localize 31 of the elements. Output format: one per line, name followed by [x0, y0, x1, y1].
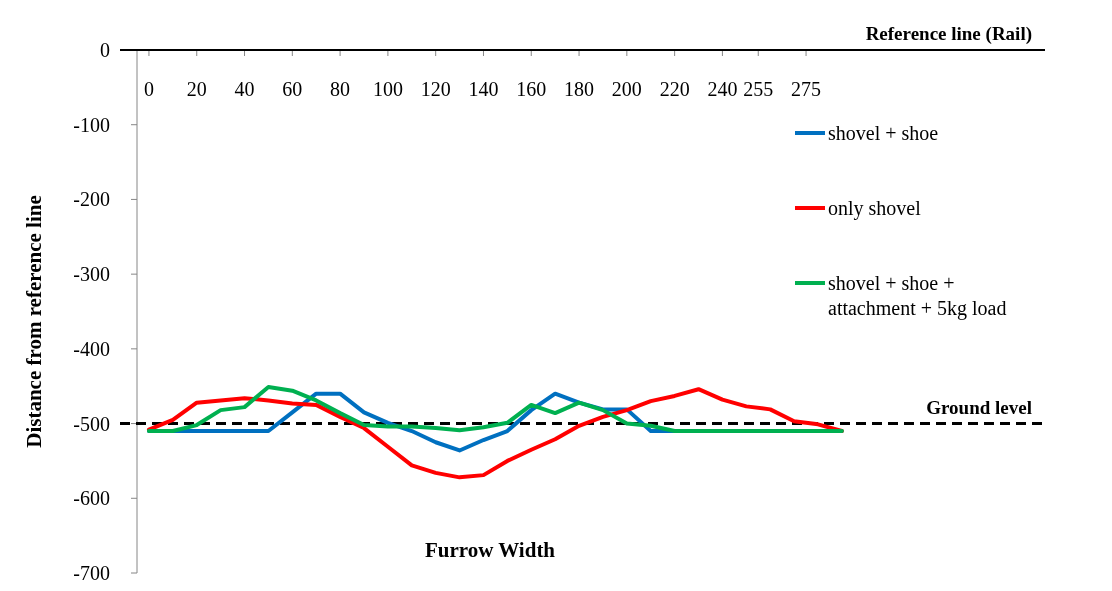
y-tick-label: -300	[73, 263, 110, 286]
ref-line-label: Ground level	[926, 396, 1032, 418]
y-axis-title: Distance from reference line	[22, 195, 46, 448]
x-tick-label: 120	[420, 78, 451, 100]
line-series	[146, 384, 844, 434]
y-tick-label: 0	[100, 39, 110, 61]
x-tick-label: 180	[564, 78, 595, 100]
legend-label: shovel + shoe	[828, 122, 939, 144]
y-tick-label: -600	[73, 487, 110, 510]
x-tick-label: 20	[186, 78, 207, 100]
x-tick-label: 40	[234, 78, 255, 100]
x-tick-label: 80	[330, 78, 351, 100]
y-tick-label: -700	[73, 562, 110, 584]
x-tick-label: 220	[659, 78, 690, 100]
x-tick-label: 240	[707, 78, 738, 100]
x-tick-label: 275	[791, 78, 822, 100]
y-tick-label: -400	[73, 337, 110, 360]
x-tick-label: 255	[743, 78, 774, 100]
x-tick-label: 140	[468, 78, 499, 100]
y-tick-label: -500	[73, 412, 110, 435]
x-tick-label: 60	[282, 78, 303, 100]
y-tick-label: -100	[73, 113, 110, 136]
x-tick-label: 200	[611, 78, 642, 100]
x-axis-title: Furrow Width	[424, 538, 556, 562]
x-tick-label: 0	[143, 78, 154, 100]
y-tick-label: -200	[73, 188, 110, 211]
text: Reference line (Rail)	[865, 23, 1032, 45]
legend-label: shovel + shoe + attachment + 5kg load	[828, 272, 1007, 320]
x-tick-label: 160	[516, 78, 547, 100]
legend-label: only shovel	[828, 197, 922, 220]
x-tick-label: 100	[372, 78, 403, 100]
